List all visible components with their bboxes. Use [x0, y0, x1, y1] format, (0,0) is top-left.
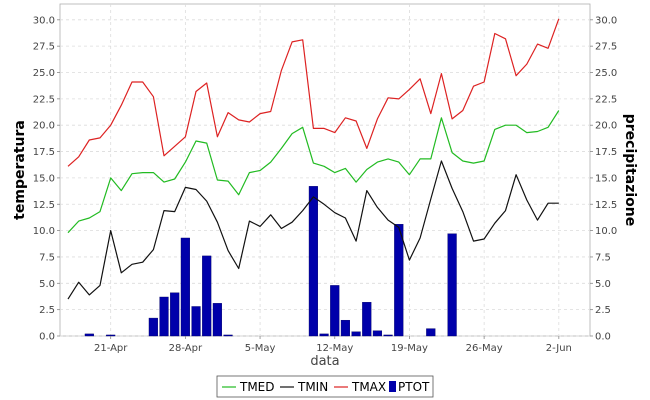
y-tick-label-left: 7.5: [39, 252, 55, 263]
y-tick-label-left: 17.5: [33, 147, 55, 158]
x-tick-label: 19-May: [391, 343, 428, 354]
ptot-bar: [426, 328, 436, 337]
y-tick-label-left: 15.0: [33, 173, 55, 184]
x-axis-ticks: 21-Apr 28-Apr 5-May 12-May 19-May 26-May 2-Jun: [94, 336, 572, 354]
x-tick-label: 5-May: [245, 343, 276, 354]
y-tick-label-right: 2.5: [595, 305, 611, 316]
ptot-bar: [340, 319, 350, 337]
legend-box: [216, 375, 434, 398]
x-tick-label: 2-Jun: [546, 343, 572, 354]
right-y-axis-ticks: 0.0 2.5 5.0 7.5 10.0 12.5 15.0 17.5 20.0 22.5 25.0…: [590, 15, 617, 343]
ptot-bar: [351, 331, 361, 337]
legend: TMED TMIN TMAX PTOT: [216, 375, 434, 398]
ptot-bar: [84, 333, 94, 337]
tmin-line: [67, 160, 559, 300]
y-tick-label-right: 0.0: [595, 332, 611, 343]
y-tick-label-right: 12.5: [595, 200, 617, 211]
ptot-bar: [170, 292, 180, 337]
y-tick-label-left: 25.0: [33, 68, 55, 79]
ptot-bar: [330, 285, 340, 337]
ptot-bar: [202, 255, 212, 337]
legend-swatch-ptot: [389, 381, 396, 392]
tmax-line: [67, 18, 560, 167]
temperature-lines: [67, 18, 560, 300]
precipitation-bars: [84, 186, 457, 337]
ptot-bar: [106, 334, 116, 337]
y-tick-label-left: 12.5: [33, 200, 55, 211]
x-axis-title: data: [310, 354, 339, 369]
ptot-bar: [319, 333, 329, 337]
y-axis-title-left: temperatura: [12, 120, 28, 220]
x-tick-label: 28-Apr: [169, 343, 203, 354]
y-tick-label-left: 5.0: [39, 279, 55, 290]
ptot-bar: [447, 233, 457, 337]
legend-label-tmin: TMIN: [297, 380, 328, 394]
ptot-bar: [372, 330, 383, 337]
y-tick-label-right: 25.0: [595, 68, 617, 79]
legend-label-ptot: PTOT: [398, 380, 430, 394]
x-tick-label: 12-May: [316, 343, 353, 354]
ptot-bar: [212, 303, 222, 337]
y-tick-label-right: 17.5: [595, 147, 617, 158]
y-tick-label-left: 10.0: [33, 226, 55, 237]
y-tick-label-left: 2.5: [39, 305, 55, 316]
y-tick-label-right: 10.0: [595, 226, 617, 237]
ptot-bar: [362, 302, 372, 337]
y-tick-label-left: 0.0: [39, 332, 55, 343]
ptot-bar: [308, 186, 318, 337]
y-tick-label-left: 20.0: [33, 121, 55, 132]
legend-label-tmed: TMED: [239, 380, 275, 394]
y-tick-label-left: 30.0: [33, 15, 55, 26]
y-tick-label-right: 7.5: [595, 252, 611, 263]
y-tick-label-left: 22.5: [33, 94, 55, 105]
y-tick-label-right: 15.0: [595, 173, 617, 184]
y-tick-label-right: 22.5: [595, 94, 617, 105]
y-tick-label-right: 27.5: [595, 42, 617, 53]
ptot-bar: [148, 317, 158, 337]
ptot-bar: [394, 224, 404, 337]
y-tick-label-right: 20.0: [595, 121, 617, 132]
ptot-bar: [223, 334, 233, 337]
ptot-bar: [383, 334, 393, 337]
y-axis-title-right: precipitazione: [622, 114, 638, 227]
left-y-axis-ticks: 0.0 2.5 5.0 7.5 10.0 12.5 15.0 17.5 20.0 22.5 25.0…: [33, 15, 60, 343]
y-tick-label-right: 5.0: [595, 279, 611, 290]
ptot-bar: [180, 237, 190, 337]
plot-area: [59, 3, 591, 337]
ptot-bar: [191, 306, 201, 337]
y-tick-label-left: 27.5: [33, 42, 55, 53]
ptot-bar: [159, 296, 169, 337]
legend-label-tmax: TMAX: [351, 380, 386, 394]
x-tick-label: 26-May: [466, 343, 503, 354]
y-tick-label-right: 30.0: [595, 15, 617, 26]
tmed-line: [67, 110, 560, 234]
x-tick-label: 21-Apr: [94, 343, 128, 354]
